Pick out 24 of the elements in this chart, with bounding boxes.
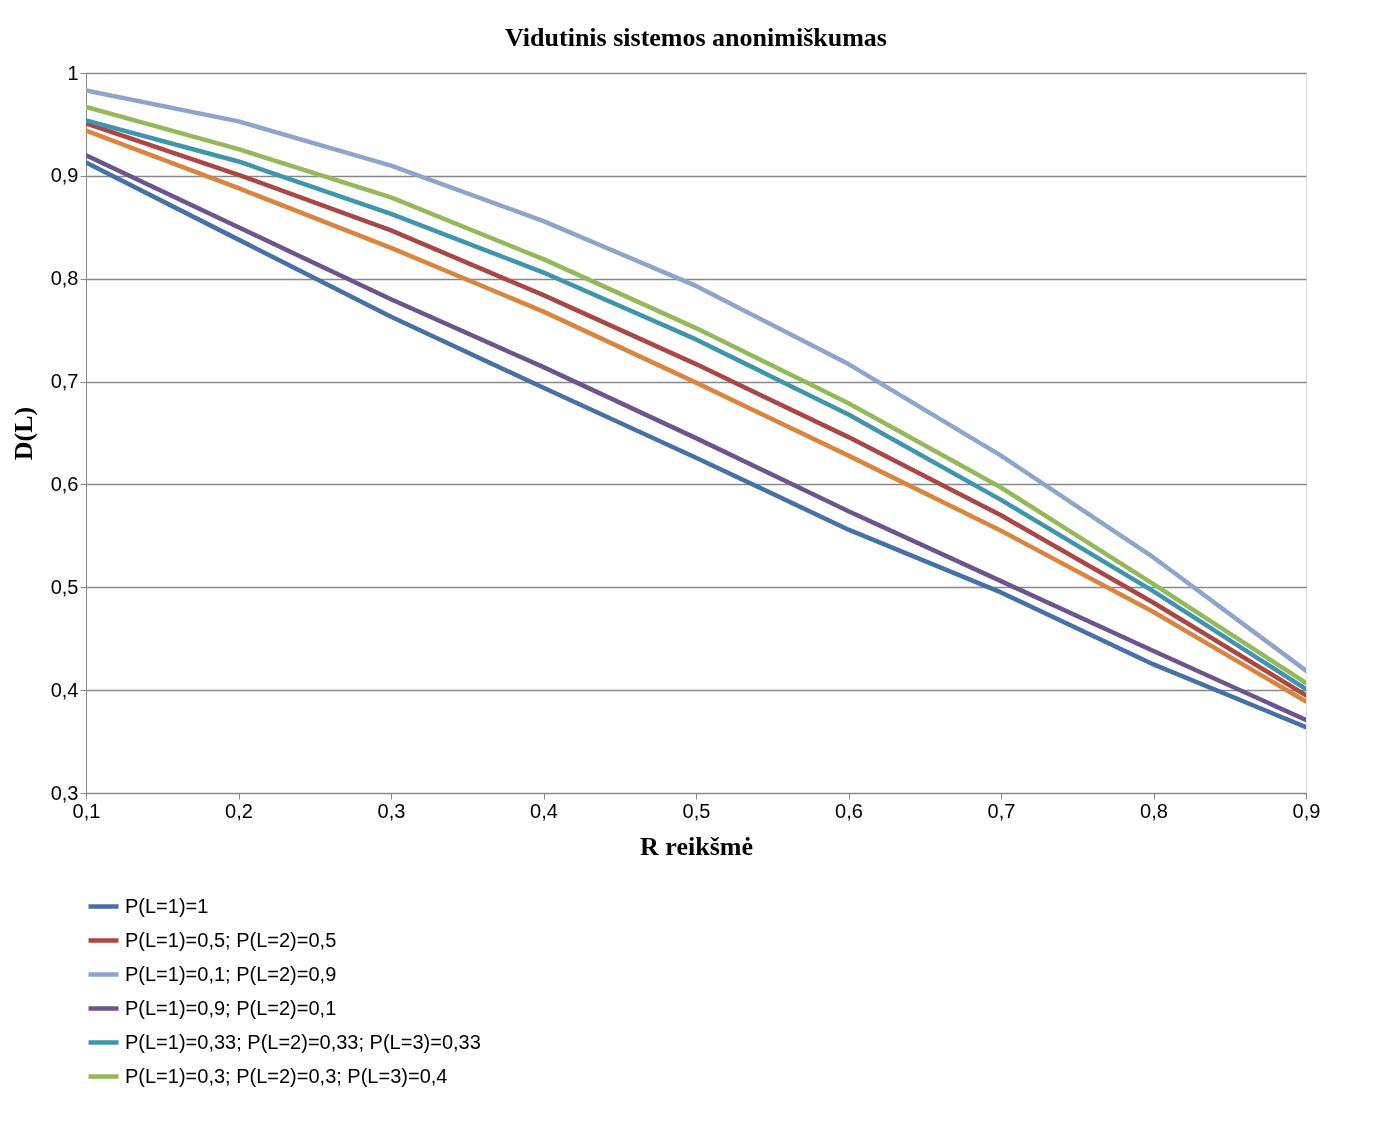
y-axis-title: D(L) [8, 406, 38, 461]
y-tick-label: 0,8 [50, 267, 79, 290]
x-tick-label: 0,8 [1140, 799, 1168, 822]
x-tick-label: 0,5 [682, 799, 711, 822]
x-tick-label: 0,2 [225, 799, 253, 822]
legend-label: P(L=1)=0,1; P(L=2)=0,9 [125, 962, 337, 985]
legend-label: P(L=1)=0,5; P(L=2)=0,5 [125, 928, 337, 951]
y-tick-label: 1 [67, 61, 79, 84]
legend-label: P(L=1)=0,3; P(L=2)=0,3; P(L=3)=0,4 [125, 1064, 448, 1087]
legend-label: P(L=1)=1 [125, 894, 209, 917]
y-tick-label: 0,6 [50, 472, 79, 495]
y-tick-label: 0,5 [50, 575, 79, 598]
y-tick-label: 0,7 [50, 370, 79, 393]
x-tick-label: 0,6 [835, 799, 863, 822]
x-tick-label: 0,9 [1292, 799, 1321, 822]
legend-label: P(L=1)=0,33; P(L=2)=0,33; P(L=3)=0,33 [125, 1030, 481, 1053]
y-tick-label: 0,9 [50, 164, 79, 187]
x-tick-label: 0,3 [377, 799, 406, 822]
y-tick-label: 0,4 [50, 678, 79, 701]
x-tick-label: 0,7 [987, 799, 1016, 822]
legend-label: P(L=1)=0,9; P(L=2)=0,1 [125, 996, 337, 1019]
chart-title: Vidutinis sistemos anonimiškumas [505, 23, 887, 52]
x-axis-title: R reikšmė [640, 831, 753, 861]
x-tick-label: 0,4 [530, 799, 558, 822]
